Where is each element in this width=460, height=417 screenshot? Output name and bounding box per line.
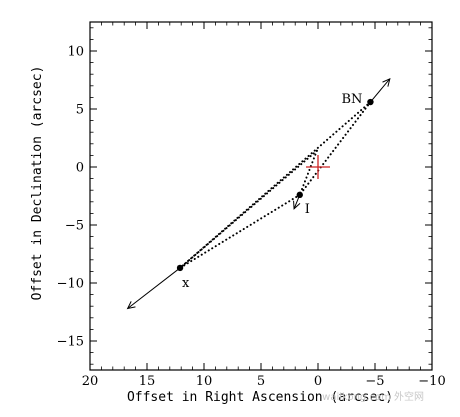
- arrow-BN-head: [382, 77, 391, 87]
- point-label-BN: BN: [341, 92, 362, 107]
- x-tick-label: 5: [257, 374, 265, 389]
- y-tick-label: 10: [67, 45, 84, 60]
- data-points-group: [176, 98, 374, 272]
- ticks-group: [89, 22, 433, 370]
- y-tick-label: −15: [57, 335, 84, 350]
- x-tick-label: 15: [139, 374, 156, 389]
- y-tick-label: 0: [76, 161, 84, 176]
- center-marker-group: [306, 155, 330, 179]
- tick-labels-group: 20 15 10 5 0 −5 −10 10 5 0 −5 −10 −15: [57, 45, 446, 390]
- watermark-text: wailkong.com 外空网: [322, 390, 424, 403]
- motion-arrows-group: [126, 77, 391, 310]
- dotted-track-line: [298, 149, 318, 196]
- x-axis-title: Offset in Right Ascension (arcsec): [127, 390, 393, 405]
- plot-frame: [89, 21, 433, 371]
- x-tick-label: 0: [314, 374, 322, 389]
- x-tick-label: 20: [82, 374, 99, 389]
- y-tick-label: −10: [57, 277, 84, 292]
- dotted-track-line: [179, 149, 318, 269]
- y-axis-title: Offset in Declination (arcsec): [30, 66, 45, 301]
- dotted-track-line: [298, 101, 372, 196]
- arrow-I-head: [293, 200, 301, 210]
- y-tick-label: −5: [65, 219, 84, 234]
- arrow-x-shaft: [127, 267, 181, 309]
- point-labels-group: BN Ix: [182, 92, 362, 291]
- dotted-track-line: [179, 101, 372, 269]
- y-tick-label: 5: [76, 103, 84, 118]
- point-BN: [367, 98, 374, 106]
- x-tick-label: −5: [365, 374, 384, 389]
- point-label-x: x: [182, 276, 190, 291]
- x-tick-label: −10: [418, 374, 445, 389]
- x-tick-label: 10: [196, 374, 213, 389]
- axes-frame-group: [89, 21, 433, 371]
- point-I: [296, 191, 303, 199]
- dotted-track-line: [179, 193, 301, 269]
- point-label-I: I: [305, 202, 310, 217]
- arrow-BN-shaft: [370, 78, 391, 103]
- arrow-x-head: [126, 301, 136, 310]
- dotted-lines-group: [179, 101, 372, 269]
- point-x: [176, 264, 184, 272]
